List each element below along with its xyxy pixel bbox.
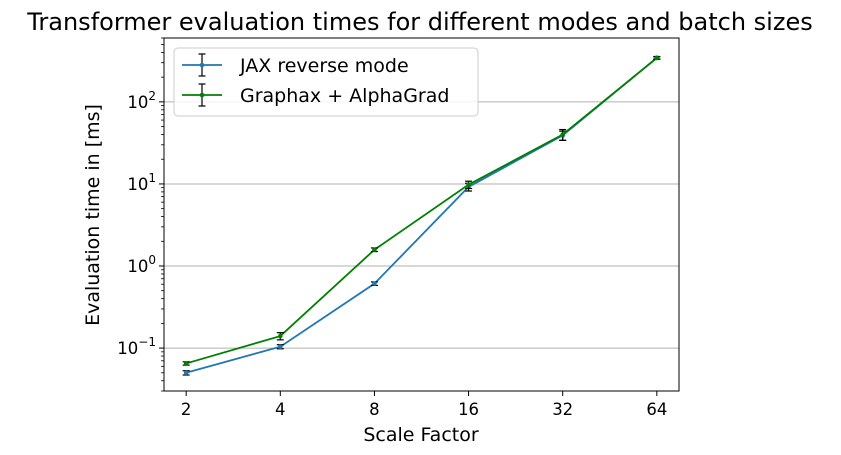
legend-label: Graphax + AlphaGrad — [240, 85, 449, 107]
x-tick-label: 16 — [458, 400, 479, 419]
y-tick-base: 10 — [127, 93, 148, 112]
y-tick-exponent: 2 — [148, 89, 156, 103]
data-point — [372, 281, 377, 286]
data-point — [183, 361, 189, 366]
x-tick-label: 2 — [181, 400, 192, 419]
y-tick-label: 102 — [127, 89, 156, 112]
y-tick-exponent: 0 — [148, 253, 156, 267]
legend-box — [173, 47, 479, 117]
legend-marker — [199, 62, 205, 68]
y-tick-label: 101 — [127, 171, 156, 194]
series-graphax-alphagrad — [182, 55, 661, 366]
chart-title: Transformer evaluation times for differe… — [26, 8, 812, 36]
data-point — [372, 247, 377, 253]
data-point — [278, 344, 283, 349]
y-tick-base: 10 — [127, 257, 148, 276]
x-tick-label: 32 — [552, 400, 573, 419]
x-ticks: 2 4 8 16 32 64 — [181, 391, 667, 419]
legend-marker — [199, 92, 205, 98]
x-tick-label: 4 — [275, 400, 286, 419]
y-tick-exponent: 1 — [148, 171, 156, 185]
legend-entry: JAX reverse mode — [182, 53, 409, 77]
series-line — [185, 57, 658, 365]
y-tick-label: 100 — [127, 253, 156, 276]
y-axis-label: Evaluation time in [ms] — [82, 104, 104, 326]
data-point — [183, 370, 189, 376]
y-tick-base: 10 — [117, 339, 138, 358]
data-point — [654, 55, 660, 61]
x-axis-label: Scale Factor — [363, 424, 479, 446]
y-tick-exponent: −1 — [138, 335, 156, 349]
y-tick-label: 10−1 — [117, 335, 156, 358]
legend-label: JAX reverse mode — [239, 55, 409, 77]
x-tick-label: 64 — [646, 400, 667, 419]
data-point — [560, 132, 565, 137]
legend-entry: Graphax + AlphaGrad — [182, 83, 449, 107]
data-point — [278, 333, 283, 339]
series-layer — [182, 55, 661, 376]
plot-frame — [163, 37, 680, 392]
y-tick-base: 10 — [127, 175, 148, 194]
data-point — [466, 182, 471, 187]
grid-lines — [164, 101, 679, 349]
legend: JAX reverse mode Graphax + AlphaGrad — [173, 47, 479, 117]
x-tick-label: 8 — [369, 400, 380, 419]
